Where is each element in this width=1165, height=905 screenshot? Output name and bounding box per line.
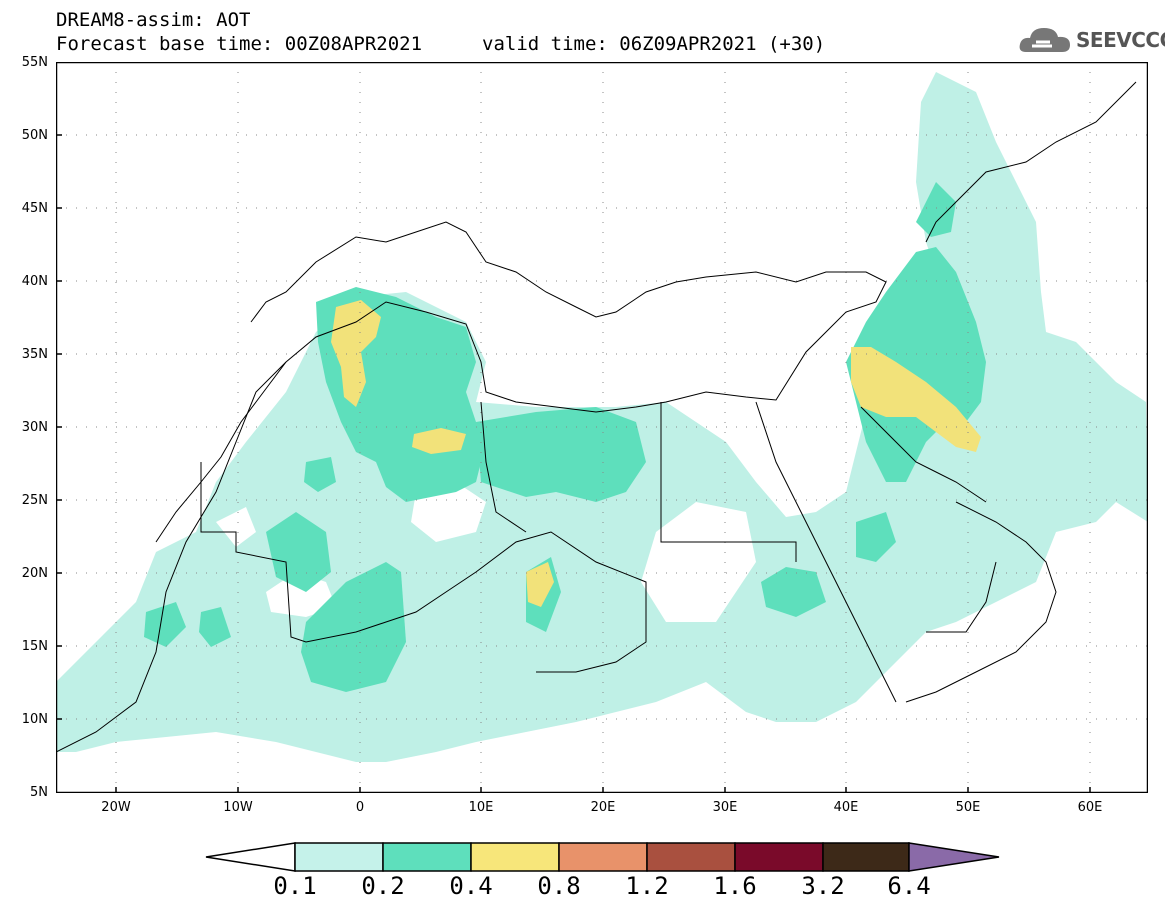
colorbar-upper-arrow xyxy=(908,842,1000,872)
colorbar-box-0-2 xyxy=(382,842,472,872)
lon-label-10e: 10E xyxy=(468,800,494,815)
colorbar-box-0-4 xyxy=(470,842,560,872)
colorbar-label-1-6: 1.6 xyxy=(713,872,757,900)
lat-label-55n: 55N xyxy=(21,55,48,70)
colorbar-label-0-1: 0.1 xyxy=(273,872,317,900)
colorbar-label-6-4: 6.4 xyxy=(887,872,931,900)
lon-label-20e: 20E xyxy=(590,800,616,815)
lat-label-15n: 15N xyxy=(21,639,48,654)
logo-text: SEEVCCC xyxy=(1076,28,1165,52)
valid-time-label: valid time: 06Z09APR2021 (+30) xyxy=(482,33,826,55)
lat-label-20n: 20N xyxy=(21,566,48,581)
colorbar-lower-arrow xyxy=(205,842,296,872)
aot-map xyxy=(56,62,1148,793)
coastlines xyxy=(56,81,1137,753)
lon-label-0: 0 xyxy=(355,800,365,815)
lat-label-25n: 25N xyxy=(21,493,48,508)
colorbar-label-0-4: 0.4 xyxy=(449,872,493,900)
seevccc-logo: SEEVCCC xyxy=(1018,24,1165,56)
lat-label-30n: 30N xyxy=(21,420,48,435)
colorbar-label-0-8: 0.8 xyxy=(537,872,581,900)
cloud-icon xyxy=(1019,28,1070,52)
lat-label-45n: 45N xyxy=(21,201,48,216)
lon-label-10w: 10W xyxy=(223,800,253,815)
colorbar-box-1-2 xyxy=(646,842,736,872)
colorbar-label-0-2: 0.2 xyxy=(361,872,405,900)
lat-label-50n: 50N xyxy=(21,128,48,143)
colorbar-box-0-8 xyxy=(558,842,648,872)
lon-label-50e: 50E xyxy=(955,800,981,815)
lon-label-40e: 40E xyxy=(833,800,859,815)
lon-label-30e: 30E xyxy=(712,800,738,815)
colorbar-box-3-2 xyxy=(822,842,910,872)
colorbar xyxy=(205,842,1000,872)
lat-label-40n: 40N xyxy=(21,274,48,289)
colorbar-box-1-6 xyxy=(734,842,824,872)
base-time-label: Forecast base time: 00Z08APR2021 xyxy=(56,33,423,55)
colorbar-label-1-2: 1.2 xyxy=(625,872,669,900)
colorbar-box-0-1 xyxy=(294,842,384,872)
lat-label-10n: 10N xyxy=(21,712,48,727)
lat-label-35n: 35N xyxy=(21,347,48,362)
lon-label-20w: 20W xyxy=(101,800,131,815)
lon-label-60e: 60E xyxy=(1077,800,1103,815)
map-title: DREAM8-assim: AOT xyxy=(56,9,251,31)
lat-label-5n: 5N xyxy=(30,785,48,800)
colorbar-label-3-2: 3.2 xyxy=(801,872,845,900)
